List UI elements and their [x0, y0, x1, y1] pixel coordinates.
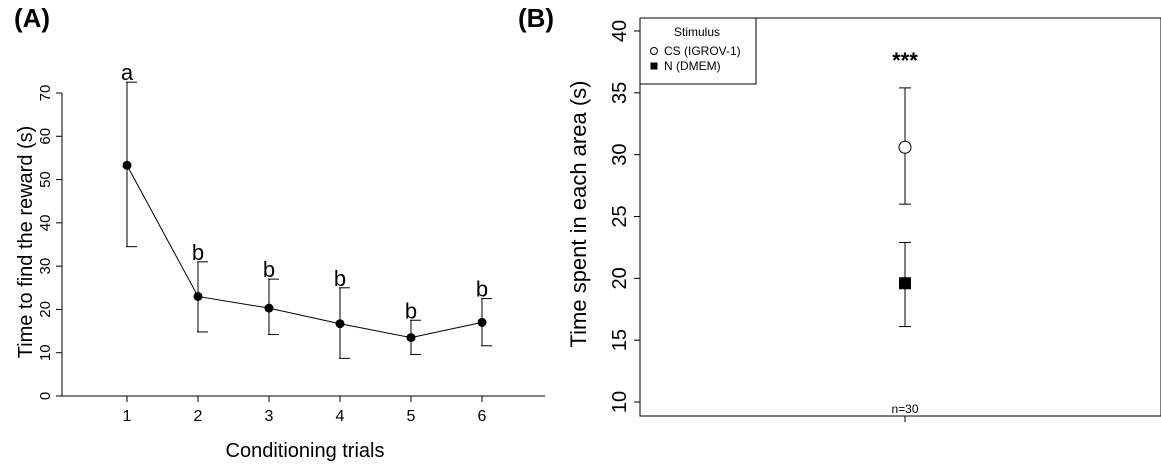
n-data-point: [899, 277, 911, 290]
legend: Stimulus CS (IGROV-1) N (DMEM): [639, 17, 757, 85]
data-point: [193, 291, 203, 301]
trend-line: [126, 165, 483, 339]
panel-a-y-tick-label: 70: [37, 85, 54, 102]
panel-a-y-tick-label: 0: [37, 392, 54, 400]
legend-title: Stimulus: [674, 25, 720, 39]
panel-b-y-tick-label: 35: [609, 82, 631, 104]
panel-a-y-tick-label: 60: [37, 128, 54, 145]
panel-a-x-axis-label: Conditioning trials: [226, 440, 385, 462]
cs-data-point: [898, 140, 912, 154]
panel-a-y-axis-label: Time to find the reward (s): [15, 126, 37, 359]
panel-a-x-tick-label: 2: [194, 408, 203, 425]
panel-a-x-tick-label: 5: [407, 408, 416, 425]
data-point: [335, 319, 345, 329]
panel-b-y-tick-label: 40: [609, 20, 631, 42]
panel-a-y-tick-label: 10: [37, 344, 54, 361]
panel-a-y-tick-label: 20: [37, 301, 54, 318]
panel-a-y-tick-label: 50: [37, 171, 54, 188]
panel-b-y-tick-label: 25: [609, 205, 631, 227]
data-point: [406, 333, 416, 343]
panel-a-x-tick-label: 1: [123, 408, 132, 425]
significance-letter: b: [405, 298, 417, 323]
panel-a-label: (A): [14, 3, 50, 33]
significance-letter: b: [192, 240, 204, 265]
panel-a-x-tick-label: 3: [265, 408, 274, 425]
panel-a-x-tick-label: 6: [478, 408, 487, 425]
panel-a-x-tick-label: 4: [336, 408, 345, 425]
panel-a: (A) 0 10 20 30 40 50 60 70 1 2 3 4 5 6 Conditioning …: [14, 3, 545, 462]
significance-marker: ***: [892, 48, 918, 73]
data-point: [122, 160, 132, 170]
legend-filled-square-icon: [650, 62, 658, 70]
significance-letter: b: [263, 257, 275, 282]
significance-letter: a: [121, 60, 134, 85]
panel-b-y-tick-label: 15: [609, 329, 631, 351]
panel-b-y-axis-label: Time spent in each area (s): [566, 81, 591, 348]
panel-a-y-tick-label: 40: [37, 215, 54, 232]
legend-entry-n: N (DMEM): [664, 59, 721, 73]
legend-entry-cs: CS (IGROV-1): [664, 44, 741, 58]
significance-letter: b: [334, 266, 346, 291]
panel-b: (B) 10 15 20 25 30 35 40 Time spent in each ar…: [518, 3, 1161, 422]
panel-b-y-tick-label: 10: [609, 391, 631, 413]
legend-open-circle-icon: [650, 47, 658, 55]
significance-letter: b: [476, 277, 488, 302]
legend-box: [639, 17, 757, 85]
data-point: [477, 317, 487, 327]
panel-b-y-tick-label: 30: [609, 144, 631, 166]
panel-b-label: (B): [518, 3, 554, 33]
data-point: [264, 303, 274, 313]
panel-a-y-tick-label: 30: [37, 258, 54, 275]
panel-b-y-tick-label: 20: [609, 267, 631, 289]
panel-b-x-tick-label: n=30: [891, 402, 918, 416]
